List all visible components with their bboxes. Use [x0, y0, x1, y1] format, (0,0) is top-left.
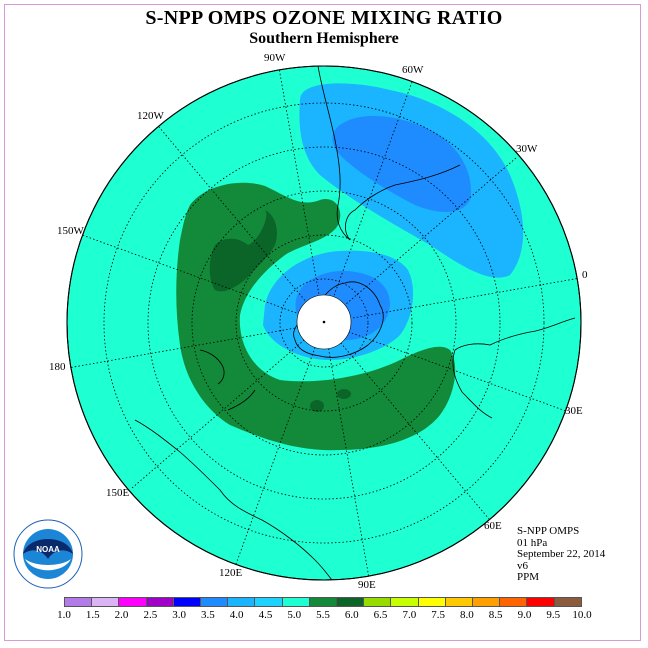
- colorbar-tick-label: 3.0: [172, 609, 186, 621]
- colorbar: [64, 597, 582, 607]
- colorbar-segment: [445, 597, 474, 607]
- colorbar-segment: [255, 597, 283, 607]
- high-ozone-core: [209, 210, 277, 292]
- coast-new-zealand-south: [227, 389, 256, 411]
- high-ozone-core-small: [310, 400, 324, 412]
- map-subtitle: Southern Hemisphere: [249, 30, 399, 47]
- colorbar-segment: [309, 597, 338, 607]
- colorbar-tick-label: 2.0: [114, 609, 129, 621]
- colorbar-segment: [527, 597, 555, 607]
- colorbar-segment: [473, 597, 501, 607]
- lon-label-90e: 90E: [358, 579, 376, 591]
- lon-label-60e: 60E: [484, 520, 502, 532]
- info-date: September 22, 2014: [517, 548, 606, 561]
- graticule: [67, 67, 581, 579]
- coast-south-america: [317, 66, 461, 241]
- colorbar-tick-label: 5.0: [287, 609, 302, 621]
- info-pressure-level: 01 hPa: [517, 536, 548, 549]
- colorbar-segment: [228, 597, 256, 607]
- colorbar-tick-label: 7.5: [431, 609, 445, 621]
- south-pole-marker: [322, 320, 326, 324]
- colorbar-tick-label: 9.0: [517, 609, 532, 621]
- colorbar-tick-label: 7.0: [402, 609, 417, 621]
- colorbar-tick-label: 2.5: [143, 609, 158, 621]
- colorbar-tick-label: 9.5: [546, 609, 561, 621]
- info-units: PPM: [517, 571, 540, 584]
- lon-label-150e: 150E: [106, 487, 130, 499]
- info-version: v6: [517, 559, 528, 572]
- lon-label-180: 180: [49, 361, 66, 373]
- lon-label-120w: 120W: [137, 110, 165, 122]
- colorbar-segment: [364, 597, 392, 607]
- colorbar-segment: [282, 597, 310, 607]
- colorbar-tick-label: 6.5: [373, 609, 388, 621]
- colorbar-segment: [92, 597, 120, 607]
- colorbar-segment: [391, 597, 419, 607]
- coast-africa: [452, 317, 576, 419]
- longitude-labels: 90W 60W 30W 0 30E 60E 90E 120E 150E 180 …: [49, 52, 588, 591]
- colorbar-tick-label: 1.0: [57, 609, 71, 621]
- colorbar-segment: [554, 597, 582, 607]
- lon-label-0: 0: [582, 269, 588, 281]
- map-border: [66, 65, 582, 581]
- product-info: S-NPP OMPS 01 hPa September 22, 2014 v6 …: [517, 525, 606, 584]
- map-title: S-NPP OMPS OZONE MIXING RATIO: [145, 7, 503, 29]
- colorbar-segment: [146, 597, 174, 607]
- colorbar-tick-label: 8.5: [488, 609, 503, 621]
- high-ozone-core-small-2: [337, 389, 351, 399]
- lon-label-30e: 30E: [565, 405, 583, 417]
- lon-label-30w: 30W: [516, 143, 538, 155]
- colorbar-segment: [64, 597, 93, 607]
- colorbar-tick-label: 1.5: [85, 609, 100, 621]
- colorbar-segment: [337, 597, 365, 607]
- colorbar-tick-label: 3.5: [201, 609, 215, 621]
- colorbar-tick-label: 4.0: [229, 609, 244, 621]
- colorbar-tick-labels: 1.0 1.5 2.0 2.5 3.0 3.5 4.0 4.5 5.0 5.5 6.0 6.5 7.0 7…: [0, 609, 648, 623]
- coast-australia: [134, 419, 333, 580]
- info-instrument: S-NPP OMPS: [517, 525, 580, 537]
- colorbar-segment: [119, 597, 147, 607]
- colorbar-segment: [173, 597, 202, 607]
- noaa-logo-text: NOAA: [36, 545, 60, 554]
- lon-label-60w: 60W: [402, 64, 424, 76]
- colorbar-segment: [500, 597, 528, 607]
- lon-label-90w: 90W: [264, 52, 286, 64]
- colorbar-segment: [418, 597, 446, 607]
- colorbar-tick-label: 4.5: [258, 609, 273, 621]
- colorbar-tick-label: 6.0: [344, 609, 359, 621]
- colorbar-tick-label: 10.0: [572, 609, 592, 621]
- noaa-logo: NOAA: [13, 519, 83, 589]
- colorbar-tick-label: 5.5: [316, 609, 330, 621]
- colorbar-tick-label: 8.0: [460, 609, 474, 621]
- coast-new-zealand: [199, 349, 225, 385]
- lon-label-150w: 150W: [57, 225, 85, 237]
- coastlines: [134, 66, 576, 580]
- lon-label-120e: 120E: [219, 567, 243, 579]
- colorbar-segment: [201, 597, 229, 607]
- figure-frame: [4, 4, 641, 641]
